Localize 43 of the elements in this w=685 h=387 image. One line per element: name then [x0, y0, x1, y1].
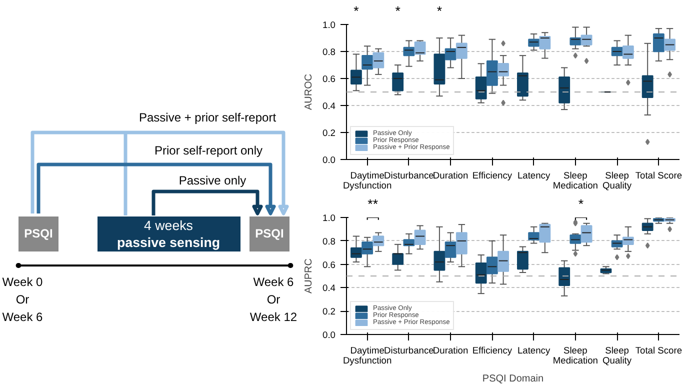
x-tick-label: Latency — [517, 170, 550, 180]
text: Week 0 Or Week 6 — [2, 275, 44, 324]
x-tick-label: Sleep Medication — [552, 346, 598, 366]
y-tick-label: 0.2 — [322, 128, 336, 138]
x-tick-label: Sleep Quality — [602, 346, 632, 366]
y-tick-label: 1.0 — [322, 213, 336, 223]
text: Passive only — [178, 174, 246, 188]
x-tick-label: Total Score — [635, 346, 682, 356]
y-tick-label: 0.0 — [322, 155, 336, 165]
text: * — [578, 196, 584, 212]
x-tick-label: Efficiency — [472, 170, 512, 180]
x-tick-label: Sleep Quality — [602, 170, 632, 190]
y-tick-label: 0.4 — [322, 283, 336, 294]
x-tick-label: Duration — [432, 170, 468, 180]
y-tick-label: 1.0 — [322, 20, 336, 30]
text: Week 6 Or Week 12 — [250, 275, 298, 324]
text: PSQI — [255, 226, 284, 240]
text: passive sensing — [117, 235, 220, 250]
y-tick-label: 0.6 — [322, 260, 336, 270]
text: 4 weeks — [144, 218, 194, 233]
text: Prior self-report only — [154, 144, 263, 158]
x-tick-label: Disturbance — [384, 170, 434, 180]
x-tick-label: Total Score — [635, 170, 682, 180]
y-tick-label: 0.4 — [322, 101, 336, 111]
text: * — [354, 4, 359, 18]
text: * — [436, 4, 442, 18]
x-tick-label: Efficiency — [472, 346, 512, 356]
x-tick-label: Sleep Medication — [552, 170, 598, 190]
text: Passive + prior self-report — [138, 110, 277, 124]
text: * — [395, 4, 400, 18]
text: ** — [368, 196, 378, 212]
x-tick-label: Duration — [432, 346, 468, 356]
y-axis-title: AUROC — [304, 74, 315, 110]
x-tick-label: Latency — [517, 346, 550, 356]
x-axis-title: PSQI Domain — [482, 374, 544, 384]
x-tick-label: Disturbance — [384, 346, 434, 356]
y-axis-title: AUPRC — [304, 258, 315, 294]
y-tick-label: 0.2 — [322, 306, 336, 317]
y-tick-label: 0.6 — [322, 74, 336, 84]
y-tick-label: 0.8 — [322, 47, 336, 57]
y-tick-label: 0.8 — [322, 236, 336, 246]
y-tick-label: 0.0 — [322, 330, 336, 340]
text: PSQI — [24, 226, 53, 240]
